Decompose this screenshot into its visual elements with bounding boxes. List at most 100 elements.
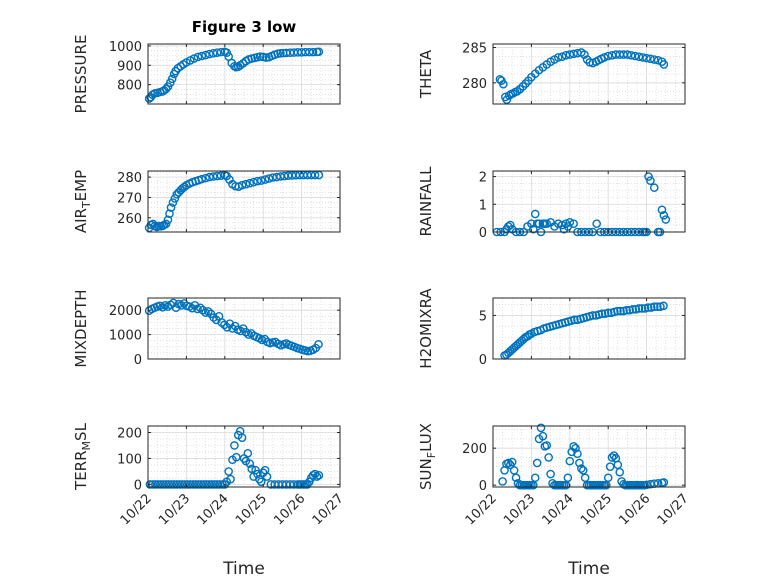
axes-box: [147, 425, 341, 488]
y-tick-label: 200: [117, 426, 142, 441]
y-tick-label: 100: [117, 452, 142, 467]
data-point: [565, 217, 575, 227]
data-point: [159, 480, 168, 489]
data-point: [634, 304, 644, 313]
x-tick-label: 10/26: [271, 491, 308, 528]
data-point: [532, 458, 542, 468]
data-point: [247, 464, 256, 474]
data-point: [603, 51, 613, 61]
data-point: [207, 480, 217, 489]
x-tick-label: 10/26: [616, 491, 653, 528]
data-point: [262, 472, 272, 481]
data-point: [542, 441, 552, 450]
data-point: [314, 340, 323, 349]
subplot-sun-flux: 0 200 10/22 10/23 10/24 10/25 10/26 10/27 Time SU…: [417, 423, 692, 579]
data-point: [623, 50, 632, 59]
data-point: [245, 459, 255, 468]
data-point: [565, 456, 575, 466]
data-point: [172, 480, 182, 489]
data-point: [210, 480, 219, 489]
data-point: [161, 219, 171, 229]
y-tick-label: 285: [462, 42, 487, 57]
data-point: [628, 305, 638, 314]
data-point: [570, 315, 579, 325]
data-point: [644, 172, 653, 181]
data-point: [243, 448, 253, 458]
subplot-terr-msl: 0 100 200 10/22 10/23 10/24 10/25 10/26 10/27 Tim…: [72, 422, 347, 579]
data-point: [649, 302, 659, 312]
data-point: [237, 433, 247, 442]
data-point: [209, 313, 218, 322]
x-tick-label: 10/27: [655, 491, 692, 528]
data-point: [546, 469, 555, 479]
data-point: [561, 50, 571, 60]
x-axis-label: Time: [222, 559, 265, 579]
data-point: [201, 173, 210, 183]
data-point: [553, 53, 563, 62]
data-point: [569, 219, 578, 228]
data-point: [175, 480, 184, 489]
data-point: [153, 480, 163, 489]
data-point: [264, 174, 274, 183]
data-point: [573, 449, 582, 459]
data-point: [498, 477, 507, 486]
data-point: [571, 443, 580, 453]
data-point: [499, 79, 508, 89]
data-point: [226, 474, 235, 484]
data-point: [256, 176, 266, 185]
y-tick-label: 1000: [109, 329, 142, 344]
data-point: [659, 301, 668, 311]
data-point: [197, 51, 207, 61]
data-point: [511, 473, 521, 483]
data-point: [557, 220, 567, 230]
data-point: [544, 453, 553, 462]
subplot-pressure: 800 900 1000 PRESSURE Figure 3 low: [72, 18, 341, 113]
y-tick-label: 270: [117, 191, 142, 206]
data-point: [563, 473, 573, 483]
chart-title: Figure 3 low: [192, 18, 297, 36]
data-point: [622, 305, 631, 315]
series-terr-msl: [145, 426, 324, 489]
y-tick-label: 0: [479, 479, 487, 494]
y-tick-label: 2: [479, 171, 487, 186]
data-point: [580, 50, 589, 59]
data-point: [255, 52, 265, 61]
data-point: [607, 453, 617, 462]
axes-box: [147, 43, 341, 105]
data-point: [502, 95, 512, 105]
y-tick-label: 1000: [109, 40, 142, 55]
data-point: [542, 219, 552, 228]
y-axis-label: THETA: [417, 49, 435, 99]
data-point: [225, 319, 235, 328]
x-tick-label: 10/25: [578, 491, 615, 528]
data-point: [247, 54, 256, 63]
y-tick-label: 5: [479, 309, 487, 324]
y-axis-label: AIRTEMP: [72, 170, 93, 233]
series-h2omixra: [500, 301, 668, 360]
data-point: [600, 53, 609, 62]
data-point: [256, 477, 266, 487]
data-point: [230, 441, 239, 450]
data-point: [170, 194, 180, 203]
subplot-air-temp: 260 270 280 AIRTEMP: [72, 170, 341, 233]
data-point: [203, 307, 213, 316]
data-point: [588, 311, 598, 320]
axes-box: [492, 43, 686, 105]
y-axis-label: MIXDEPTH: [72, 289, 90, 367]
data-point: [615, 467, 625, 477]
data-point: [613, 306, 622, 316]
y-tick-label: 0: [479, 353, 487, 368]
data-point: [198, 305, 208, 315]
data-point: [217, 318, 227, 327]
grid: [147, 171, 341, 232]
data-point: [161, 480, 171, 489]
data-point: [308, 47, 318, 57]
data-point: [308, 471, 318, 480]
data-point: [569, 442, 578, 451]
data-point: [188, 480, 198, 489]
y-axis-label: H2OMIXRA: [417, 288, 435, 369]
data-point: [642, 53, 651, 63]
data-point: [245, 178, 255, 188]
data-point: [276, 48, 285, 58]
data-point: [202, 480, 211, 489]
